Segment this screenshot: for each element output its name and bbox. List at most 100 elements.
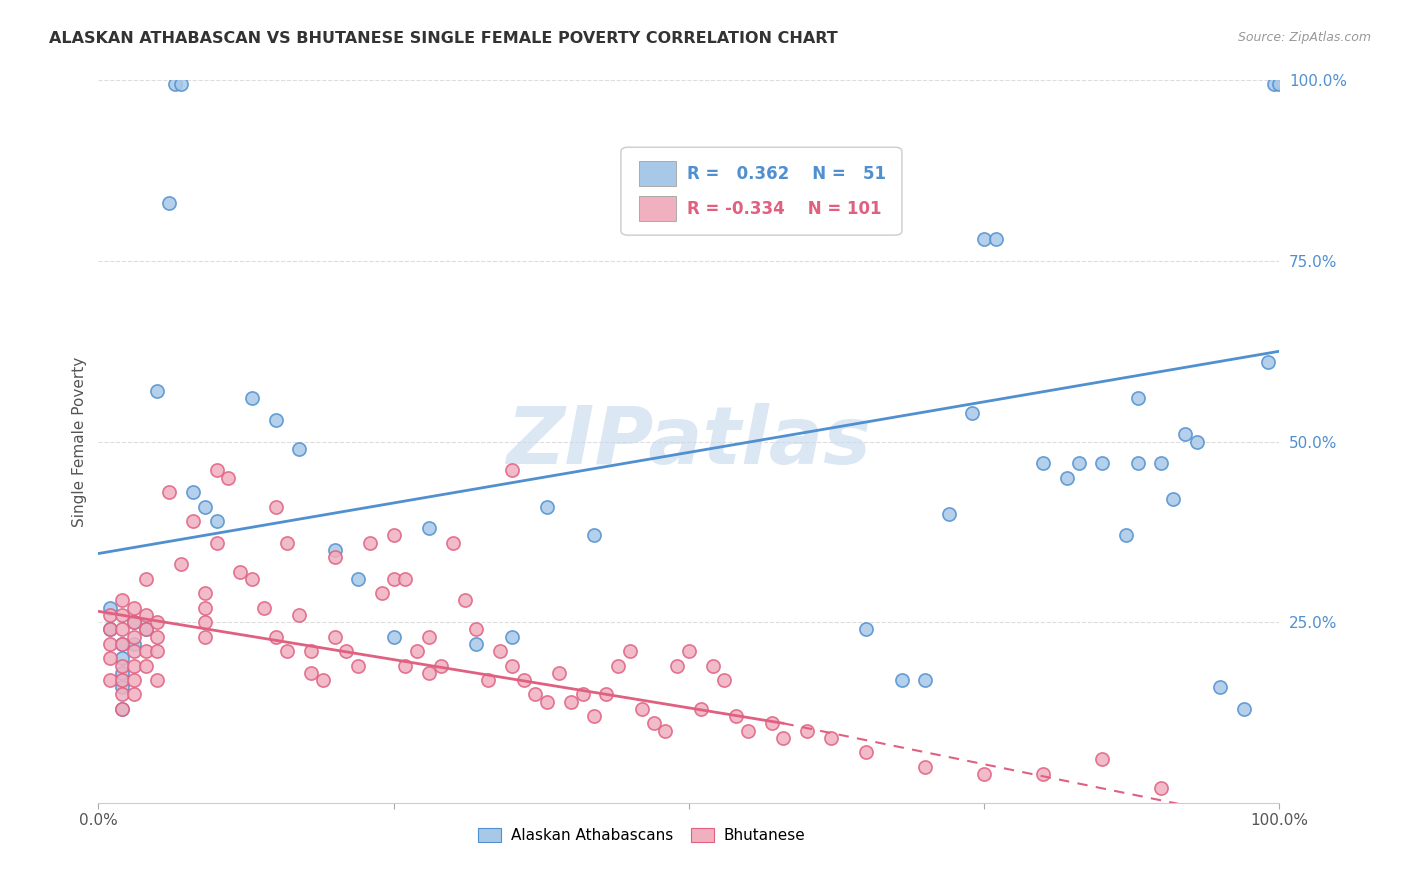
Point: [560, 695, 582, 709]
Point: [855, 745, 877, 759]
Point: [938, 507, 960, 521]
Point: [194, 600, 217, 615]
Point: [111, 637, 134, 651]
Point: [1126, 456, 1149, 470]
Point: [170, 558, 193, 572]
Point: [98, 673, 121, 687]
Point: [678, 644, 700, 658]
Point: [98, 623, 121, 637]
Point: [98, 607, 121, 622]
Text: R =   0.362    N =   51: R = 0.362 N = 51: [686, 165, 886, 183]
Point: [524, 687, 547, 701]
Point: [1209, 680, 1232, 694]
Point: [335, 644, 357, 658]
Point: [441, 535, 464, 549]
Point: [1233, 702, 1256, 716]
Point: [122, 673, 145, 687]
Point: [323, 630, 346, 644]
Point: [418, 521, 440, 535]
Point: [194, 615, 217, 630]
Legend: Alaskan Athabascans, Bhutanese: Alaskan Athabascans, Bhutanese: [472, 822, 811, 849]
Point: [111, 680, 134, 694]
Text: ZIPatlas: ZIPatlas: [506, 402, 872, 481]
Point: [1115, 528, 1137, 542]
Point: [264, 500, 287, 514]
Point: [394, 572, 416, 586]
Point: [146, 615, 169, 630]
Point: [761, 716, 783, 731]
Point: [135, 644, 157, 658]
Point: [418, 630, 440, 644]
Point: [619, 644, 641, 658]
Point: [146, 630, 169, 644]
Point: [1263, 77, 1285, 91]
Point: [181, 485, 204, 500]
Point: [347, 658, 370, 673]
Point: [111, 651, 134, 665]
Point: [111, 702, 134, 716]
Point: [1056, 470, 1078, 484]
Point: [146, 644, 169, 658]
Point: [111, 623, 134, 637]
Point: [512, 673, 534, 687]
Point: [430, 658, 453, 673]
Point: [170, 77, 193, 91]
Point: [359, 535, 381, 549]
Point: [240, 572, 263, 586]
Point: [111, 593, 134, 607]
Point: [264, 413, 287, 427]
Point: [165, 77, 187, 91]
Point: [607, 658, 630, 673]
Point: [1150, 781, 1173, 796]
Point: [135, 623, 157, 637]
Point: [914, 760, 936, 774]
Point: [1091, 752, 1114, 766]
Point: [536, 500, 558, 514]
Point: [122, 600, 145, 615]
Point: [382, 630, 405, 644]
Point: [276, 535, 298, 549]
Point: [1032, 456, 1054, 470]
Point: [135, 607, 157, 622]
Point: [595, 687, 617, 701]
Point: [347, 572, 370, 586]
Point: [205, 463, 228, 477]
Point: [146, 384, 169, 398]
Point: [772, 731, 794, 745]
Point: [973, 232, 995, 246]
Point: [1161, 492, 1184, 507]
Point: [501, 630, 523, 644]
Point: [1185, 434, 1208, 449]
Point: [489, 644, 512, 658]
Point: [288, 607, 311, 622]
Point: [453, 593, 475, 607]
Point: [122, 644, 145, 658]
Point: [1091, 456, 1114, 470]
Point: [157, 485, 180, 500]
Point: [583, 709, 606, 723]
Point: [702, 658, 724, 673]
Point: [962, 406, 984, 420]
Point: [122, 630, 145, 644]
Point: [312, 673, 335, 687]
Point: [111, 607, 134, 622]
Point: [98, 623, 121, 637]
Point: [465, 637, 488, 651]
Point: [299, 665, 322, 680]
Point: [630, 702, 652, 716]
Point: [111, 637, 134, 651]
Point: [194, 586, 217, 600]
Point: [205, 535, 228, 549]
Point: [135, 658, 157, 673]
Point: [418, 665, 440, 680]
Point: [689, 702, 711, 716]
Point: [406, 644, 429, 658]
Point: [1067, 456, 1090, 470]
Point: [548, 665, 571, 680]
Point: [240, 391, 263, 405]
Point: [122, 615, 145, 630]
Point: [323, 550, 346, 565]
Point: [737, 723, 759, 738]
Text: ALASKAN ATHABASCAN VS BHUTANESE SINGLE FEMALE POVERTY CORRELATION CHART: ALASKAN ATHABASCAN VS BHUTANESE SINGLE F…: [49, 31, 838, 46]
Point: [194, 500, 217, 514]
